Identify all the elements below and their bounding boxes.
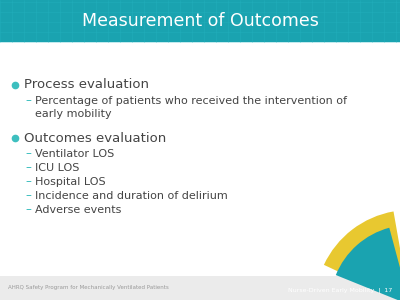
Text: Adverse events: Adverse events	[35, 205, 121, 215]
Wedge shape	[336, 228, 400, 300]
Text: Process evaluation: Process evaluation	[24, 79, 149, 92]
Text: Hospital LOS: Hospital LOS	[35, 177, 106, 187]
FancyBboxPatch shape	[0, 276, 400, 300]
Text: early mobility: early mobility	[35, 109, 112, 119]
Text: –: –	[25, 203, 31, 217]
Text: –: –	[25, 176, 31, 188]
Text: –: –	[25, 94, 31, 107]
Text: –: –	[25, 190, 31, 202]
Text: AHRQ Safety Program for Mechanically Ventilated Patients: AHRQ Safety Program for Mechanically Ven…	[8, 286, 169, 290]
Text: –: –	[25, 161, 31, 175]
FancyBboxPatch shape	[0, 0, 400, 42]
Wedge shape	[324, 212, 400, 300]
Text: Nurse-Driven Early Mobility  |  17: Nurse-Driven Early Mobility | 17	[288, 287, 392, 293]
Text: Ventilator LOS: Ventilator LOS	[35, 149, 114, 159]
Text: –: –	[25, 148, 31, 160]
Text: Outcomes evaluation: Outcomes evaluation	[24, 131, 166, 145]
Text: ICU LOS: ICU LOS	[35, 163, 79, 173]
Text: Measurement of Outcomes: Measurement of Outcomes	[82, 12, 318, 30]
FancyBboxPatch shape	[0, 42, 400, 276]
Text: Percentage of patients who received the intervention of: Percentage of patients who received the …	[35, 96, 347, 106]
Text: Incidence and duration of delirium: Incidence and duration of delirium	[35, 191, 228, 201]
